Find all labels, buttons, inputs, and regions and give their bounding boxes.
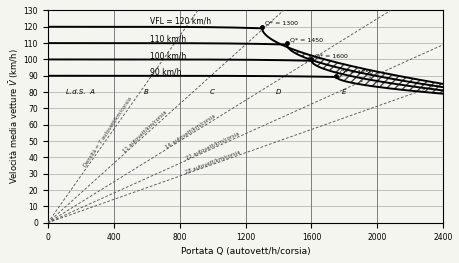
Text: 16 autovett/km/corsia: 16 autovett/km/corsia (164, 113, 216, 150)
Text: E: E (341, 89, 346, 95)
Text: 90 km/h: 90 km/h (150, 68, 181, 77)
Y-axis label: Velocità media vetture $\bar{V}$ (km/h): Velocità media vetture $\bar{V}$ (km/h) (7, 49, 21, 184)
Text: C: C (210, 89, 214, 95)
Text: 110 km/h: 110 km/h (150, 35, 185, 44)
Text: VFL = 120 km/h: VFL = 120 km/h (150, 17, 211, 26)
Text: Q* = 1600: Q* = 1600 (314, 54, 347, 59)
Text: 22 autovett/km/corsia: 22 autovett/km/corsia (185, 131, 240, 160)
Text: 100 km/h: 100 km/h (150, 51, 186, 60)
Text: D: D (275, 89, 280, 95)
Text: L.d.S.  A: L.d.S. A (66, 89, 95, 95)
Text: Densità = 7 autovett/km/corsia: Densità = 7 autovett/km/corsia (84, 96, 134, 168)
Text: 11 autovett/km/corsia: 11 autovett/km/corsia (122, 110, 168, 154)
Text: 28 autovett/km/corsia: 28 autovett/km/corsia (185, 149, 241, 174)
Text: B: B (144, 89, 149, 95)
Text: Q* = 1450: Q* = 1450 (290, 37, 322, 42)
X-axis label: Portata Q (autovett/h/corsia): Portata Q (autovett/h/corsia) (180, 247, 310, 256)
Text: Q* = 1750: Q* = 1750 (339, 70, 372, 75)
Text: Q* = 1300: Q* = 1300 (265, 21, 298, 26)
